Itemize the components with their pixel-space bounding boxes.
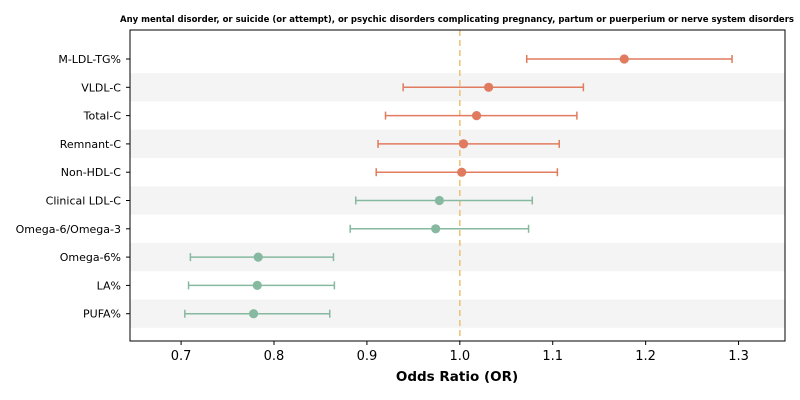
y-tick-label: VLDL-C [81, 81, 121, 94]
y-tick-label: LA% [97, 279, 121, 292]
x-tick-label: 0.7 [171, 349, 192, 364]
row-remnant-c [377, 139, 560, 149]
row-vldl-c [402, 82, 585, 92]
row-total-c [384, 111, 578, 121]
y-axis-labels: M-LDL-TG% VLDL-C Total-C Remnant-C Non-HDL-C… [16, 53, 130, 321]
or-point [619, 54, 629, 64]
y-tick-label: Remnant-C [60, 138, 122, 151]
or-point [434, 195, 444, 206]
or-point [431, 224, 441, 234]
or-point [248, 309, 259, 319]
x-tick-label: 0.8 [264, 349, 285, 364]
or-point [253, 252, 263, 262]
y-tick-label: Clinical LDL-C [46, 195, 122, 208]
plot-frame [129, 29, 786, 342]
or-point [457, 167, 467, 177]
row-omega-6- [189, 252, 335, 262]
y-tick-label: M-LDL-TG% [58, 53, 121, 66]
x-tick-label: 0.9 [357, 349, 378, 364]
or-point [484, 82, 494, 92]
y-tick-label: PUFA% [83, 308, 121, 321]
x-axis-label: Odds Ratio (OR) [396, 369, 518, 385]
or-point [252, 280, 262, 290]
y-tick-label: Omega-6/Omega-3 [16, 223, 121, 236]
x-tick-label: 1.1 [542, 349, 563, 364]
or-point [471, 111, 482, 121]
row-omega-6-omega-3 [349, 224, 530, 234]
y-tick-label: Omega-6% [60, 251, 121, 264]
x-tick-label: 1.3 [728, 349, 749, 364]
row-non-hdl-c [375, 167, 559, 177]
x-tick-label: 1.0 [449, 349, 470, 364]
or-point [458, 139, 469, 149]
row-clinical-ldl-c [355, 195, 534, 206]
x-tick-label: 1.2 [635, 349, 656, 364]
y-tick-label: Total-C [83, 110, 122, 123]
row-m-ldl-tg- [525, 54, 733, 64]
row-la- [187, 280, 336, 290]
data-marks [184, 54, 733, 319]
row-pufa- [184, 309, 331, 319]
x-axis: 0.7 0.8 0.9 1.0 1.1 1.2 1.3 [171, 341, 749, 364]
chart-title: Any mental disorder, or suicide (or atte… [120, 15, 794, 25]
y-tick-label: Non-HDL-C [61, 166, 122, 179]
